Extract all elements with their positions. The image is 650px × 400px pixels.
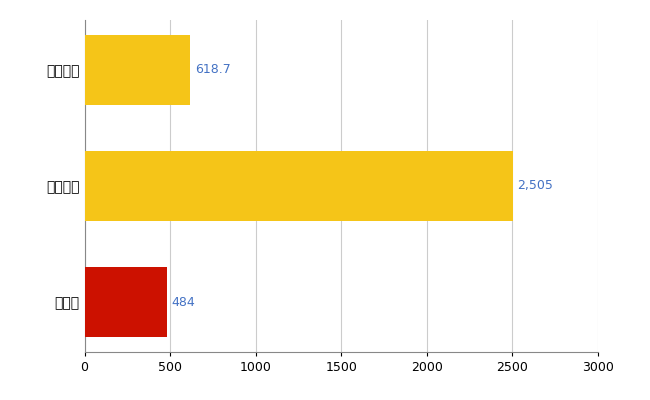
Bar xyxy=(84,35,190,105)
Bar xyxy=(84,151,514,221)
Text: 618.7: 618.7 xyxy=(195,64,231,76)
Text: 2,505: 2,505 xyxy=(517,180,553,192)
Text: 484: 484 xyxy=(172,296,196,308)
Bar xyxy=(84,267,167,337)
